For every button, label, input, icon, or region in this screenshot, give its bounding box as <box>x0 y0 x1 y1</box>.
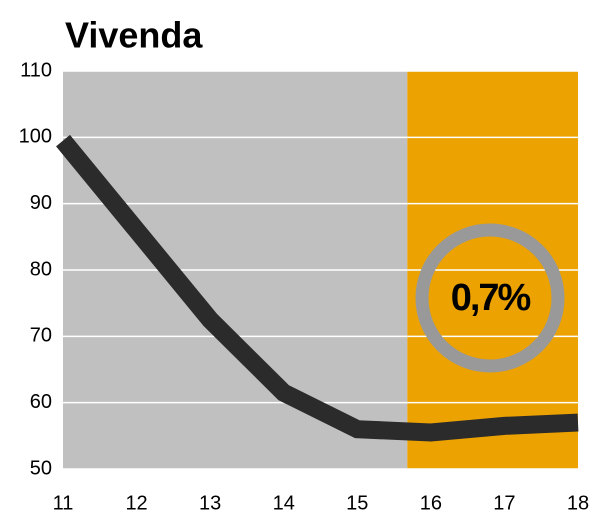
y-tick-label: 90 <box>30 192 52 214</box>
x-tick-label: 17 <box>493 492 515 514</box>
y-tick-label: 100 <box>19 126 52 148</box>
y-tick-label: 80 <box>30 258 52 280</box>
annotation-ring <box>415 223 565 373</box>
x-tick-label: 18 <box>567 492 589 514</box>
y-tick-label: 70 <box>30 325 52 347</box>
y-tick-label: 50 <box>30 457 52 479</box>
y-tick-label: 110 <box>20 59 52 81</box>
annotation-text: 0,7% <box>451 277 531 319</box>
x-tick-label: 11 <box>53 492 74 514</box>
y-tick-label: 60 <box>30 391 52 413</box>
line <box>56 134 579 442</box>
x-tick-label: 16 <box>420 492 442 514</box>
x-tick-label: 14 <box>273 492 295 514</box>
x-tick-label: 12 <box>125 492 147 514</box>
x-tick-label: 13 <box>199 492 221 514</box>
chart-title: Vivenda <box>65 15 203 56</box>
x-tick-label: 15 <box>346 492 368 514</box>
